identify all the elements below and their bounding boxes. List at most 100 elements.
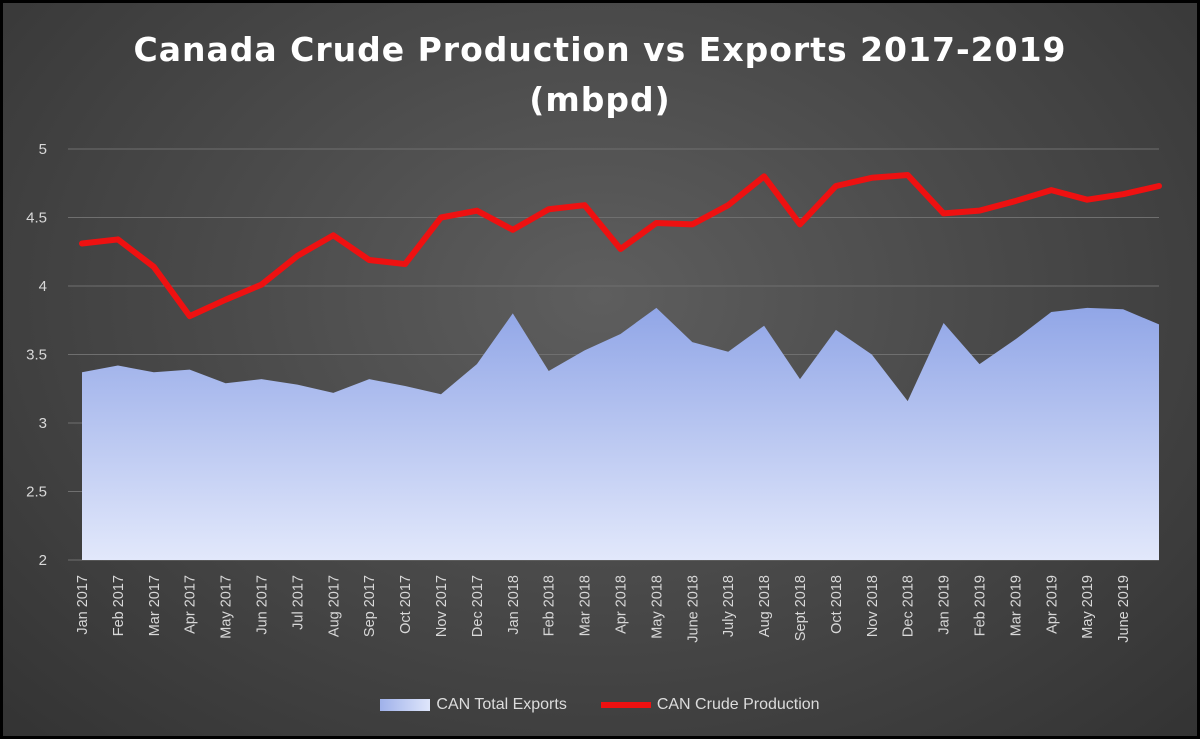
exports-point bbox=[512, 313, 514, 315]
exports-point bbox=[727, 351, 729, 353]
exports-area-series bbox=[81, 307, 1160, 560]
x-tick-label: Dec 2017 bbox=[470, 575, 486, 637]
x-tick-label: June 2018 bbox=[685, 575, 701, 643]
exports-point bbox=[333, 392, 335, 394]
exports-point bbox=[117, 365, 119, 367]
exports-point bbox=[476, 363, 478, 365]
x-tick-label: Mar 2019 bbox=[1008, 575, 1024, 636]
production-point bbox=[259, 282, 264, 287]
exports-point bbox=[404, 385, 406, 387]
plot-area: 5 4.5 4 3.5 3 2.5 2 Jan 2017 Feb 2017 Mar 2017 Ap… bbox=[26, 141, 1162, 643]
production-point bbox=[295, 253, 300, 258]
exports-point bbox=[189, 369, 191, 371]
production-line-series bbox=[79, 172, 1162, 320]
production-line bbox=[79, 172, 1162, 320]
exports-point bbox=[763, 325, 765, 327]
exports-point bbox=[943, 322, 945, 324]
production-point bbox=[1049, 188, 1054, 193]
exports-point bbox=[261, 378, 263, 380]
x-tick-label: Oct 2017 bbox=[398, 575, 414, 634]
x-tick-label: Jan 2019 bbox=[937, 575, 953, 635]
x-tick-label: May 2018 bbox=[649, 575, 665, 639]
legend-item-production: CAN Crude Production bbox=[600, 696, 820, 714]
exports-point bbox=[584, 350, 586, 352]
production-point bbox=[1085, 197, 1090, 202]
legend: CAN Total Exports CAN Crude Production bbox=[3, 693, 1197, 717]
x-tick-label: Apr 2017 bbox=[183, 575, 199, 634]
chart-title: Canada Crude Production vs Exports 2017-… bbox=[3, 25, 1197, 125]
chart-frame: Canada Crude Production vs Exports 2017-… bbox=[3, 3, 1197, 736]
exports-point bbox=[979, 363, 981, 365]
production-point bbox=[439, 215, 443, 220]
production-point bbox=[187, 314, 192, 319]
x-tick-label: Nov 2018 bbox=[865, 575, 881, 637]
exports-point bbox=[153, 372, 155, 374]
chart-subtitle-text: (mbpd) bbox=[529, 80, 671, 119]
production-point bbox=[654, 220, 659, 225]
y-tick-label: 4 bbox=[39, 278, 47, 295]
legend-label-exports: CAN Total Exports bbox=[436, 696, 567, 713]
x-tick-label: Jan 2018 bbox=[506, 575, 522, 635]
x-tick-label: Nov 2017 bbox=[434, 575, 450, 637]
exports-point bbox=[1015, 339, 1017, 341]
production-point bbox=[582, 203, 587, 208]
x-tick-label: Feb 2017 bbox=[111, 575, 127, 636]
x-tick-label: Sept 2018 bbox=[793, 575, 809, 641]
x-tick-label: Dec 2018 bbox=[901, 575, 917, 637]
y-tick-label: 2 bbox=[39, 552, 47, 569]
x-tick-label: Aug 2018 bbox=[757, 575, 773, 637]
y-tick-label: 5 bbox=[39, 141, 47, 158]
x-tick-label: Mar 2018 bbox=[578, 575, 594, 636]
exports-point bbox=[81, 372, 83, 374]
legend-label-production: CAN Crude Production bbox=[656, 696, 820, 713]
exports-point bbox=[1122, 308, 1124, 310]
exports-point bbox=[835, 329, 837, 331]
production-point bbox=[510, 227, 515, 232]
production-point bbox=[869, 175, 874, 180]
x-tick-label: Oct 2018 bbox=[829, 575, 845, 634]
y-tick-label: 4.5 bbox=[26, 210, 47, 227]
production-point bbox=[941, 211, 946, 216]
exports-point bbox=[799, 378, 801, 380]
exports-point bbox=[656, 307, 658, 309]
production-point bbox=[1157, 183, 1161, 188]
x-axis-ticks: Jan 2017 Feb 2017 Mar 2017 Apr 2017 May 2017… bbox=[75, 575, 1132, 643]
x-tick-label: July 2018 bbox=[721, 575, 737, 637]
production-point bbox=[1121, 192, 1126, 197]
exports-point bbox=[297, 384, 299, 386]
exports-point bbox=[871, 354, 873, 356]
production-point bbox=[905, 173, 910, 178]
x-tick-label: Apr 2019 bbox=[1044, 575, 1060, 634]
x-tick-label: Jan 2017 bbox=[75, 575, 91, 635]
exports-area bbox=[82, 307, 1159, 560]
x-tick-label: Aug 2017 bbox=[326, 575, 342, 637]
legend-item-exports: CAN Total Exports bbox=[380, 696, 567, 714]
production-point bbox=[474, 208, 479, 213]
x-tick-label: May 2017 bbox=[219, 575, 235, 639]
exports-point bbox=[368, 378, 370, 380]
production-point bbox=[115, 237, 120, 242]
x-tick-label: Mar 2017 bbox=[147, 575, 163, 636]
production-point bbox=[977, 208, 982, 213]
production-point bbox=[798, 222, 802, 227]
y-tick-label: 2.5 bbox=[26, 484, 47, 501]
y-tick-label: 3.5 bbox=[26, 347, 47, 364]
production-point bbox=[80, 241, 84, 246]
production-point bbox=[726, 203, 731, 208]
y-axis-ticks: 5 4.5 4 3.5 3 2.5 2 bbox=[26, 141, 47, 569]
y-tick-label: 3 bbox=[39, 415, 47, 432]
production-point bbox=[151, 264, 156, 269]
x-tick-label: Apr 2018 bbox=[614, 575, 630, 634]
production-point bbox=[367, 257, 372, 262]
x-tick-label: May 2019 bbox=[1080, 575, 1096, 639]
x-tick-label: Jul 2017 bbox=[290, 575, 306, 630]
production-point bbox=[618, 247, 623, 252]
x-tick-label: Feb 2019 bbox=[973, 575, 989, 636]
x-tick-label: Sep 2017 bbox=[362, 575, 378, 637]
x-tick-label: June 2019 bbox=[1116, 575, 1132, 643]
exports-point bbox=[1158, 324, 1160, 326]
production-point bbox=[331, 233, 336, 238]
exports-point bbox=[1051, 311, 1053, 313]
legend-swatch-production bbox=[600, 702, 651, 708]
exports-point bbox=[692, 341, 694, 343]
